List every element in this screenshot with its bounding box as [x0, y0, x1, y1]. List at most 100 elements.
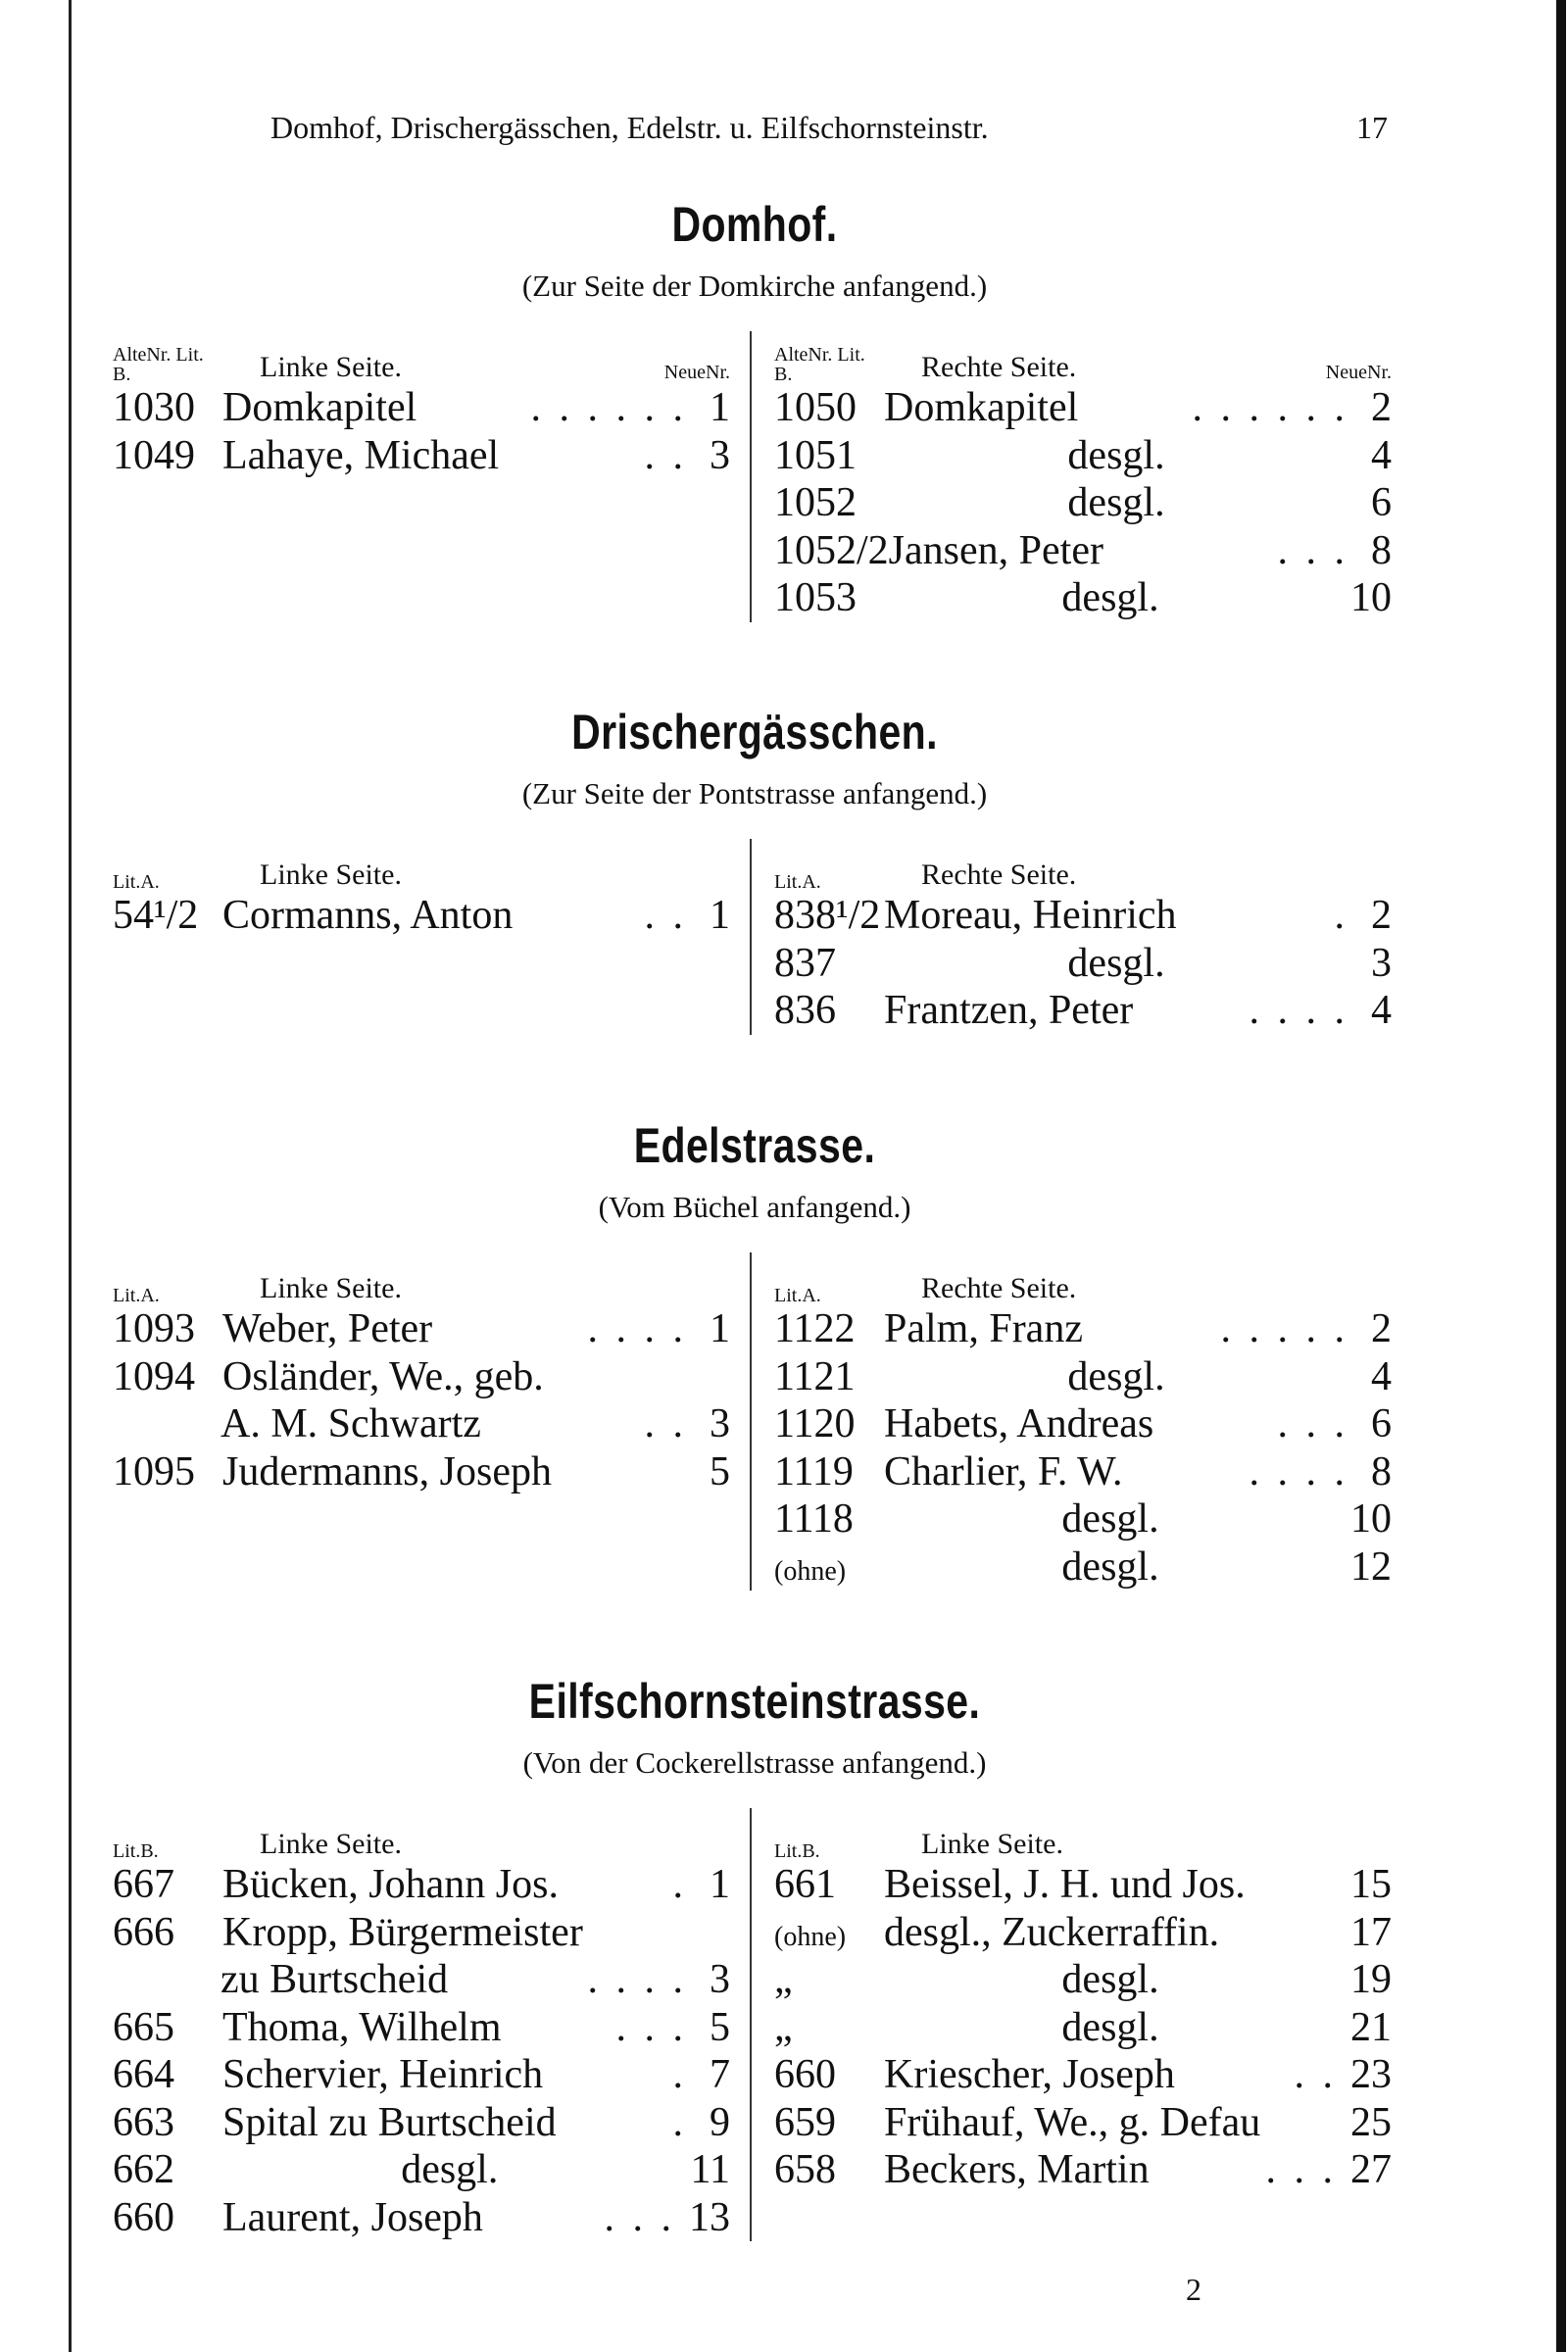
old-number: 664 [113, 2052, 174, 2097]
right-side-column: Lit.A. Rechte Seite. 1122 Palm, Franz . . . … [774, 1252, 1392, 1591]
old-number: 660 [113, 2194, 174, 2240]
owner-name: Spital zu Burtscheid [222, 2099, 557, 2145]
street-title: Edelstrasse. [633, 1118, 876, 1173]
street-section: Drischergässchen. (Zur Seite der Pontstra… [113, 704, 1396, 1035]
dot-leader: . . . . . . [1192, 385, 1348, 430]
new-number: 10 [1350, 1496, 1392, 1542]
left-side-column: Lit.A. Linke Seite. 54¹/2 Cormanns, Anton . … [113, 839, 730, 1035]
old-number: 836 [774, 988, 836, 1033]
owner-name: Cormanns, Anton [222, 893, 514, 938]
owner-name: desgl. [1061, 1957, 1159, 2002]
house-entry: 1119 Charlier, F. W. . . . . 8 [774, 1448, 1392, 1496]
new-number: 17 [1350, 1909, 1392, 1955]
house-entry: 662 desgl. 11 [113, 2146, 730, 2194]
old-number-header: Lit.A. [113, 871, 160, 893]
old-number: 54¹/2 [113, 893, 199, 938]
house-entry: 837 desgl. 3 [774, 940, 1392, 988]
owner-name: desgl., Zuckerraffin. [884, 1909, 1220, 1955]
left-side-column: AlteNr. Lit. B. Linke Seite. NeueNr. 1030 Do… [113, 331, 730, 622]
new-number: 21 [1350, 2004, 1392, 2050]
dot-leader: . [1334, 893, 1348, 938]
owner-name: Frühauf, We., g. Defau [884, 2099, 1261, 2145]
owner-name: desgl. [1061, 575, 1159, 620]
street-section: Domhof. (Zur Seite der Domkirche anfangen… [113, 196, 1396, 622]
owner-name: zu Burtscheid [220, 1957, 449, 2002]
house-entry: A. M. Schwartz . . 3 [113, 1400, 730, 1448]
house-entry: 54¹/2 Cormanns, Anton . . 1 [113, 892, 730, 940]
street-subtitle: (Vom Büchel anfangend.) [598, 1190, 911, 1224]
side-label: Rechte Seite. [921, 858, 1077, 891]
new-number: 3 [710, 1957, 730, 2002]
new-number: 10 [1350, 575, 1392, 620]
owner-name: desgl. [1061, 1544, 1159, 1590]
old-number: (ohne) [774, 1555, 847, 1587]
old-number: 1030 [113, 385, 195, 430]
owner-name: Beissel, J. H. und Jos. [884, 1862, 1246, 1907]
owner-name: desgl. [1067, 940, 1165, 986]
side-label: Linke Seite. [260, 351, 402, 383]
right-side-column: Lit.A. Rechte Seite. 838¹/2 Moreau, Heinric… [774, 839, 1392, 1035]
dot-leader: . . . . [1249, 988, 1348, 1033]
dot-leader: . . . . . [1220, 1306, 1348, 1351]
column-divider [750, 1808, 752, 2241]
house-entry: „ desgl. 19 [774, 1956, 1392, 2004]
new-number: 1 [710, 1306, 730, 1351]
street-title: Drischergässchen. [571, 705, 938, 760]
house-entry: 1052/2 Jansen, Peter . . . 8 [774, 527, 1392, 575]
dot-leader: . . . [615, 2004, 687, 2050]
old-number: 662 [113, 2147, 174, 2192]
street-columns: Lit.B. Linke Seite. 667 Bücken, Johann Jos.… [113, 1808, 1396, 2241]
owner-name: Judermanns, Joseph [222, 1448, 552, 1494]
old-number: 1093 [113, 1306, 195, 1351]
house-entry: 667 Bücken, Johann Jos.. 1 [113, 1861, 730, 1909]
new-number: 13 [689, 2194, 730, 2240]
owner-name: Osländer, We., geb. [222, 1353, 544, 1399]
house-entry: 1053 desgl. 10 [774, 574, 1392, 622]
old-number: (ohne) [774, 1921, 847, 1952]
new-number: 23 [1350, 2052, 1392, 2097]
side-label: Linke Seite. [260, 858, 402, 891]
column-header: AlteNr. Lit. B. Rechte Seite. NeueNr. [774, 331, 1392, 384]
old-number-header: AlteNr. Lit. B. [113, 344, 204, 385]
owner-name: Thoma, Wilhelm [222, 2004, 502, 2050]
old-number: 660 [774, 2052, 836, 2097]
house-entry: 660 Laurent, Joseph . . . 13 [113, 2194, 730, 2242]
house-entry: 1120 Habets, Andreas . . . 6 [774, 1400, 1392, 1448]
new-number: 2 [1371, 893, 1392, 938]
new-number: 8 [1371, 527, 1392, 573]
house-entry: 1118 desgl. 10 [774, 1495, 1392, 1544]
old-number: „ [774, 2004, 793, 2050]
house-entry: 1095 Judermanns, Joseph 5 [113, 1448, 730, 1496]
owner-name: desgl. [1061, 1496, 1159, 1542]
old-number: 1121 [774, 1353, 856, 1399]
owner-name: Domkapitel [222, 385, 417, 430]
owner-name: desgl. [1067, 480, 1165, 525]
new-number: 15 [1350, 1862, 1392, 1907]
new-number: 2 [1371, 385, 1392, 430]
column-header: Lit.A. Rechte Seite. [774, 1252, 1392, 1305]
new-number: 4 [1371, 432, 1392, 478]
column-divider [750, 1252, 752, 1591]
old-number: 659 [774, 2099, 836, 2145]
owner-name: Domkapitel [884, 385, 1079, 430]
old-number: 837 [774, 940, 836, 986]
new-number: 11 [690, 2147, 730, 2192]
house-entry: 1122 Palm, Franz . . . . . 2 [774, 1305, 1392, 1353]
owner-name: Kriescher, Joseph [884, 2052, 1175, 2097]
side-label: Linke Seite. [921, 1828, 1063, 1860]
owner-name: Weber, Peter [222, 1306, 433, 1351]
owner-name: Laurent, Joseph [222, 2194, 483, 2240]
column-divider [750, 331, 752, 622]
owner-name: Frantzen, Peter [884, 988, 1134, 1033]
house-entry: (ohne) desgl. 12 [774, 1544, 1392, 1592]
new-number: 1 [710, 1862, 730, 1907]
dot-leader: . [672, 2099, 687, 2145]
owner-name: desgl. [1067, 432, 1165, 478]
house-entry: 664 Schervier, Heinrich. 7 [113, 2051, 730, 2099]
owner-name: Moreau, Heinrich [884, 893, 1177, 938]
page-edge-left [69, 0, 72, 2352]
new-number: 3 [1371, 940, 1392, 986]
owner-name: Palm, Franz [884, 1306, 1083, 1351]
new-number: 4 [1371, 1353, 1392, 1399]
left-side-column: Lit.B. Linke Seite. 667 Bücken, Johann Jos.… [113, 1808, 730, 2241]
